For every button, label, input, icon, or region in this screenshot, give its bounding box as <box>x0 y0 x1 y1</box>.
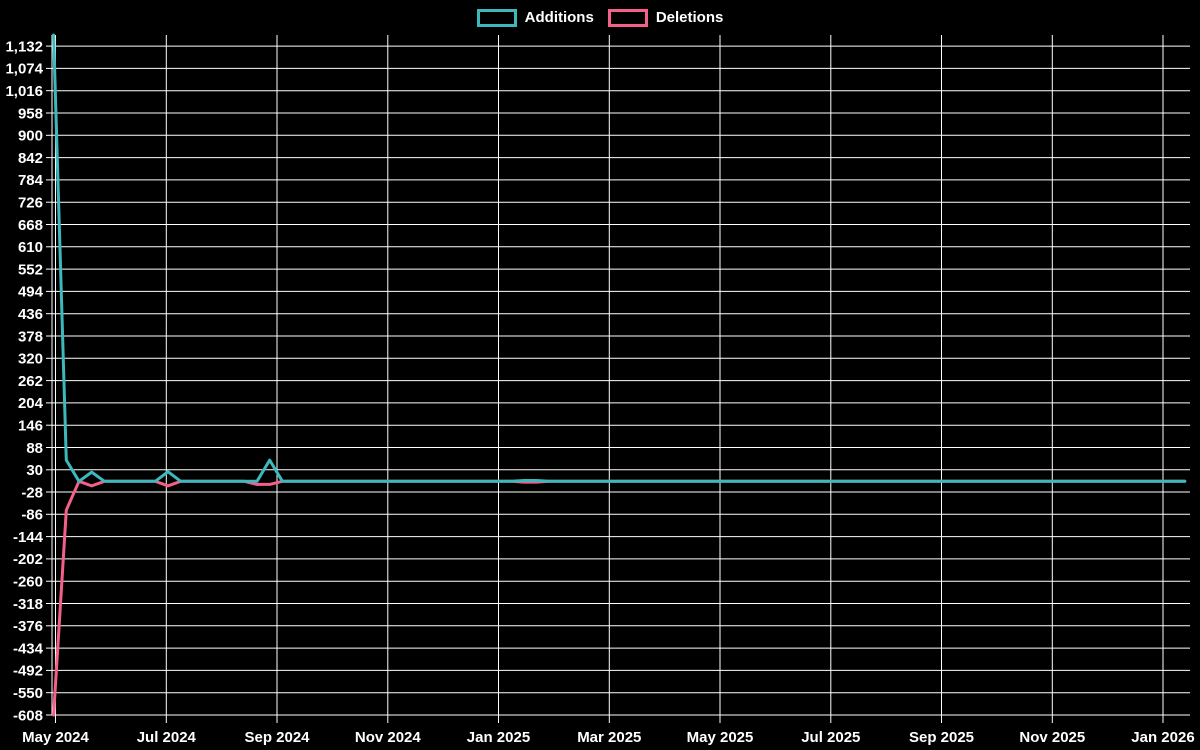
gridlines <box>52 35 1190 723</box>
y-tick-label: -202 <box>13 551 43 568</box>
y-tick-label: 378 <box>18 328 43 345</box>
legend-item-additions[interactable]: Additions <box>476 9 594 27</box>
y-tick-label: 610 <box>18 239 43 256</box>
y-tick-label: 262 <box>18 373 43 390</box>
x-tick-label: Nov 2025 <box>1019 729 1085 746</box>
x-tick-label: Jul 2025 <box>801 729 860 746</box>
y-tick-label: -144 <box>13 529 44 546</box>
x-tick-label: Mar 2025 <box>577 729 641 746</box>
legend-item-deletions[interactable]: Deletions <box>607 9 724 27</box>
deletions-swatch-icon <box>607 9 648 27</box>
x-tick-label: May 2024 <box>22 729 89 746</box>
y-tick-label: 842 <box>18 150 43 167</box>
x-tick-label: Nov 2024 <box>355 729 422 746</box>
additions-line <box>52 33 1187 483</box>
y-tick-label: 494 <box>18 284 44 301</box>
y-tick-label: 88 <box>26 440 43 457</box>
y-tick-label: -28 <box>21 484 43 501</box>
tick-labels: 1,132 1,074 1,016 958 900 842 784 726 668 610 552 4… <box>5 38 1194 746</box>
x-tick-label: Jan 2026 <box>1131 729 1194 746</box>
y-tick-label: -550 <box>13 685 43 702</box>
y-tick-label: 1,132 <box>5 38 43 55</box>
additions-swatch-icon <box>476 9 517 27</box>
series-lines <box>52 33 1187 717</box>
x-tick-label: Sep 2025 <box>909 729 974 746</box>
x-tick-label: May 2025 <box>687 729 754 746</box>
y-tick-label: -260 <box>13 573 43 590</box>
x-tick-label: Jan 2025 <box>467 729 530 746</box>
y-tick-label: 146 <box>18 417 43 434</box>
y-tick-label: 320 <box>18 351 43 368</box>
y-tick-label: 958 <box>18 105 43 122</box>
y-tick-label: 204 <box>18 395 44 412</box>
y-tick-label: 900 <box>18 128 43 145</box>
legend-label-additions: Additions <box>524 9 594 26</box>
y-tick-label: -318 <box>13 596 43 613</box>
deletions-line <box>52 479 1187 717</box>
legend-label-deletions: Deletions <box>655 9 724 26</box>
y-tick-label: -376 <box>13 618 43 635</box>
y-tick-label: 1,016 <box>5 83 43 100</box>
y-tick-label: 726 <box>18 194 43 211</box>
y-tick-label: -608 <box>13 707 43 724</box>
y-tick-label: 784 <box>18 172 44 189</box>
axes <box>46 35 53 716</box>
y-tick-label: 668 <box>18 217 43 234</box>
y-tick-label: 436 <box>18 306 43 323</box>
y-tick-label: 552 <box>18 261 43 278</box>
y-tick-label: 1,074 <box>5 61 43 78</box>
y-tick-label: -86 <box>21 507 43 524</box>
y-tick-label: 30 <box>26 462 43 479</box>
y-tick-label: -492 <box>13 663 43 680</box>
y-tick-label: -434 <box>13 640 44 657</box>
x-tick-label: Sep 2024 <box>244 729 310 746</box>
chart-legend: Additions Deletions <box>0 9 1200 27</box>
x-tick-label: Jul 2024 <box>137 729 197 746</box>
